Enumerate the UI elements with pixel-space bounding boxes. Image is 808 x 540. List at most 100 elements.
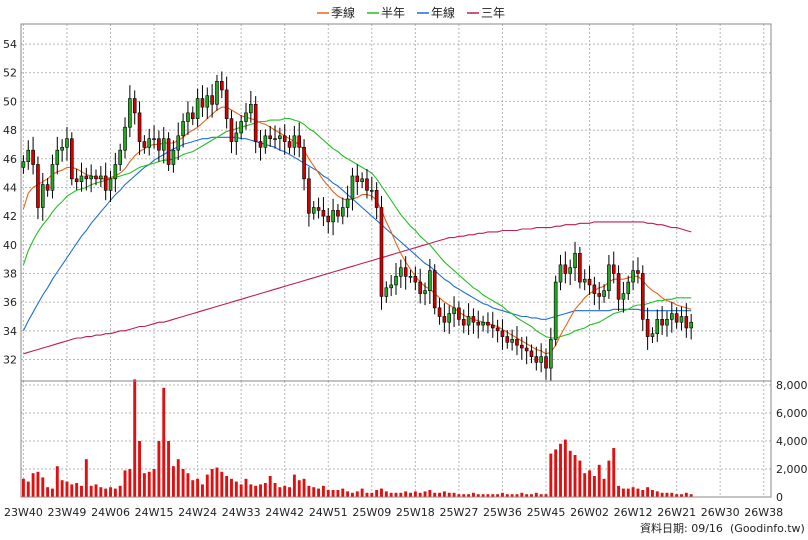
volume-bar [389,492,393,497]
candle-body [665,319,669,326]
candle-body [626,281,631,294]
candle-body [244,112,248,122]
x-tick-label: 25W09 [352,506,391,519]
volume-bar [684,492,688,497]
volume-bar [418,492,422,497]
candle-body [321,210,326,217]
candle-body [316,207,321,211]
volume-bar [525,494,529,497]
volume-bar [360,488,364,497]
candle-body [50,164,55,191]
candle-body [350,175,355,200]
price-axis: 32 34 36 38 40 42 44 46 48 50 52 54 [3,38,17,366]
volume-bar [273,483,277,497]
volume-bar [239,484,243,497]
candle-body [40,184,45,208]
volume-bars [21,379,693,497]
candle-body [166,138,171,165]
volume-bar [631,487,635,497]
candle-body [408,276,413,278]
volume-bar [152,469,156,497]
candle-body [607,264,611,291]
volume-bar [365,492,369,497]
volume-bar [84,459,88,497]
candle-body [220,81,224,91]
volume-bar [670,492,674,497]
candle-body [336,210,340,217]
volume-bar [230,478,233,497]
volume-bar [404,491,408,497]
volume-bar [181,469,185,497]
volume-bar [104,488,108,497]
volume-bar [297,480,301,497]
candle-body [655,319,660,334]
candle-body [640,273,645,320]
volume-bar [336,490,340,497]
candle-body [297,135,302,148]
candle-body [215,81,219,105]
volume-bar [346,491,350,497]
volume-bar [617,485,621,497]
legend-label: 半年 [381,6,405,20]
candle-body [399,267,403,277]
volume-bar [467,494,471,497]
candle-body [210,95,214,105]
volume-bar [234,481,238,497]
volume-bar [621,488,625,497]
volume-bar [210,469,214,497]
candlesticks [21,71,693,382]
candle-body [457,307,461,320]
x-tick-label: 25W27 [439,506,478,519]
candle-body [374,190,379,208]
volume-bar [288,487,291,497]
candle-body [520,344,524,349]
volume-bar [341,488,345,497]
x-tick-label: 24W42 [265,506,304,519]
candle-body [573,253,577,269]
volume-bar [568,450,572,497]
candle-body [689,321,693,329]
volume-panel-border [20,380,772,498]
legend-label: 三年 [481,6,505,20]
candle-body [389,284,393,289]
candle-body [447,313,452,323]
candle-body [60,147,64,151]
volume-bar [675,494,679,497]
candle-body [340,207,345,217]
volume-bar [539,494,543,497]
volume-bar [89,485,93,497]
candle-body [36,164,40,208]
candle-body [345,198,350,208]
x-tick-label: 26W12 [614,506,653,519]
volume-bar [55,466,59,497]
volume-bar [554,449,558,497]
price-tick-label: 42 [3,210,17,223]
price-tick-label: 38 [3,267,17,280]
volume-bar [544,494,548,497]
volume-bar [651,490,654,497]
candle-body [365,178,369,191]
volume-bar [307,485,311,497]
volume-bar [331,490,335,497]
volume-bar [220,471,224,497]
x-tick-label: 24W06 [91,506,130,519]
volume-bar [123,470,127,497]
volume-bar [138,441,141,497]
x-tick-label: 23W49 [48,506,87,519]
volume-bar [689,494,693,497]
volume-bar [438,492,441,497]
price-tick-label: 44 [3,181,17,194]
candle-body [674,313,679,323]
volume-bar [225,476,229,497]
volume-bar [660,492,664,497]
candle-body [195,98,200,119]
volume-bar [447,492,451,497]
volume-bar [109,487,112,497]
price-tick-label: 32 [3,353,17,366]
volume-grid [21,381,771,497]
volume-axis: 0 2,000 4,000 6,000 8,000 [776,379,808,504]
volume-bar [70,484,74,497]
candle-body [452,307,456,314]
candle-body [413,276,418,283]
candle-body [592,284,597,294]
